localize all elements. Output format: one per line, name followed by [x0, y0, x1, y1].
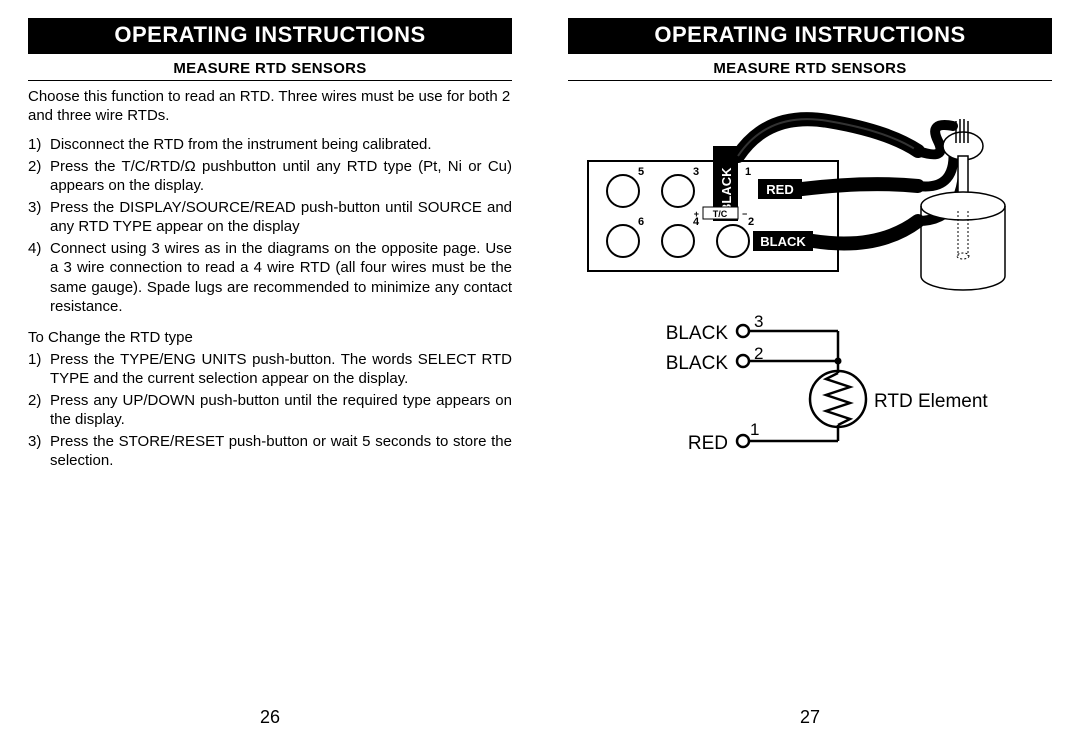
schematic-rtd-label: RTD Element — [874, 391, 988, 412]
subtitle-right: MEASURE RTD SENSORS — [713, 60, 906, 77]
change-steps: 1)Press the TYPE/ENG UNITS push-button. … — [28, 350, 512, 471]
wire-label-top: BLACK — [719, 167, 734, 213]
step-item: 1)Press the TYPE/ENG UNITS push-button. … — [28, 350, 512, 389]
terminal-label: 6 — [638, 216, 644, 228]
step-item: 1)Disconnect the RTD from the instrument… — [28, 135, 512, 155]
subtitle-rule-left — [28, 80, 512, 81]
step-text: Disconnect the RTD from the instrument b… — [50, 135, 512, 155]
step-item: 2)Press the T/C/RTD/Ω pushbutton until a… — [28, 157, 512, 196]
step-text: Press the STORE/RESET push-button or wai… — [50, 432, 512, 471]
step-number: 3) — [28, 198, 50, 237]
terminal-4 — [662, 225, 694, 257]
terminal-label: 2 — [748, 216, 754, 228]
main-steps: 1)Disconnect the RTD from the instrument… — [28, 135, 512, 317]
page-number-left: 26 — [28, 707, 512, 728]
schematic-n3: 3 — [754, 312, 763, 331]
title-bar-right: OPERATING INSTRUCTIONS — [568, 18, 1052, 54]
terminal-label: 3 — [693, 166, 699, 178]
title-bar-left: OPERATING INSTRUCTIONS — [28, 18, 512, 54]
terminal-3 — [662, 175, 694, 207]
step-text: Press any UP/DOWN push-button until the … — [50, 391, 512, 430]
schematic-black2-label: BLACK — [666, 353, 729, 374]
schematic-red1-label: RED — [688, 433, 728, 454]
step-item: 3)Press the STORE/RESET push-button or w… — [28, 432, 512, 471]
step-text: Press the T/C/RTD/Ω pushbutton until any… — [50, 157, 512, 196]
terminal-panel: 5 3 BLACK 1 6 4 2 + − — [588, 146, 838, 271]
step-number: 1) — [28, 350, 50, 389]
page-right: OPERATING INSTRUCTIONS MEASURE RTD SENSO… — [540, 0, 1080, 742]
schematic-n1: 1 — [750, 420, 759, 439]
schematic-black3-label: BLACK — [666, 323, 729, 344]
diagram-svg: 5 3 BLACK 1 6 4 2 + − — [568, 91, 1052, 511]
step-number: 2) — [28, 157, 50, 196]
intro-text: Choose this function to read an RTD. Thr… — [28, 87, 512, 125]
schematic: 3 2 1 BLACK BLACK RED — [666, 312, 989, 454]
terminal-label: 1 — [745, 166, 751, 178]
terminal-6 — [607, 225, 639, 257]
step-item: 4)Connect using 3 wires as in the diagra… — [28, 239, 512, 317]
step-item: 2)Press any UP/DOWN push-button until th… — [28, 391, 512, 430]
step-number: 4) — [28, 239, 50, 317]
step-number: 1) — [28, 135, 50, 155]
step-text: Connect using 3 wires as in the diagrams… — [50, 239, 512, 317]
subtitle-rule-right — [568, 80, 1052, 81]
tc-label: T/C — [713, 209, 728, 219]
terminal-label: 5 — [638, 166, 644, 178]
wire-label-mid: RED — [766, 182, 793, 197]
page-left: OPERATING INSTRUCTIONS MEASURE RTD SENSO… — [0, 0, 540, 742]
page-number-right: 27 — [568, 707, 1052, 728]
tc-plus: + — [694, 209, 699, 219]
diagram-area: 5 3 BLACK 1 6 4 2 + − — [568, 91, 1052, 511]
step-text: Press the DISPLAY/SOURCE/READ push-butto… — [50, 198, 512, 237]
subtitle-left: MEASURE RTD SENSORS — [173, 60, 366, 77]
wire-label-bot: BLACK — [760, 234, 806, 249]
tc-minus: − — [742, 209, 747, 219]
terminal-2 — [717, 225, 749, 257]
step-item: 3)Press the DISPLAY/SOURCE/READ push-but… — [28, 198, 512, 237]
terminal-5 — [607, 175, 639, 207]
step-text: Press the TYPE/ENG UNITS push-button. Th… — [50, 350, 512, 389]
change-heading: To Change the RTD type — [28, 329, 512, 346]
step-number: 2) — [28, 391, 50, 430]
step-number: 3) — [28, 432, 50, 471]
rtd-probe — [918, 119, 1005, 290]
